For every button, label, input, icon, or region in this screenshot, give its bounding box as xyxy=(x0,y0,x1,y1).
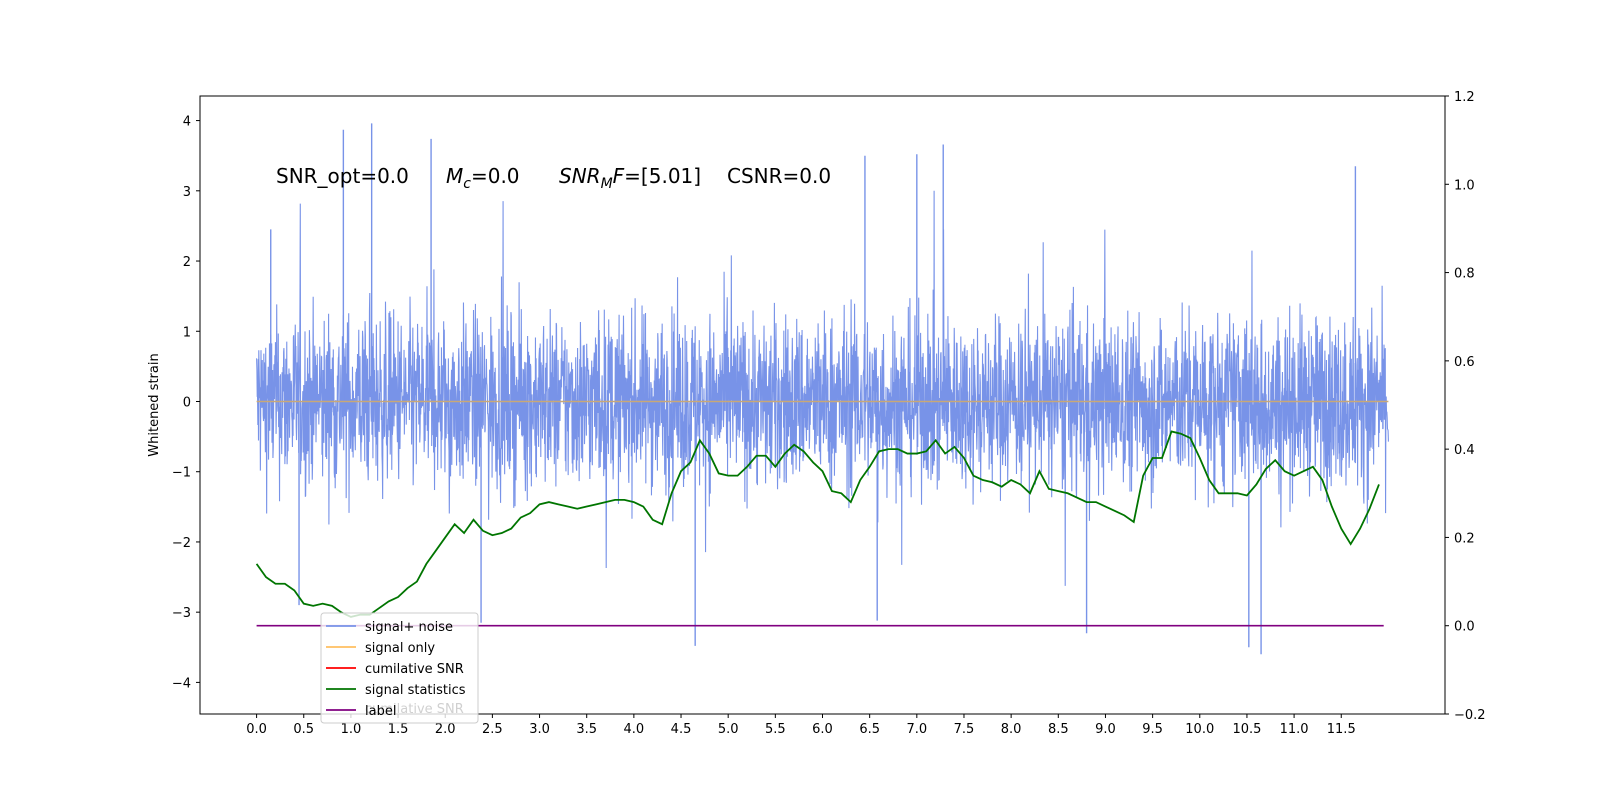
legend-label: cumilative SNR xyxy=(365,662,464,677)
annotation-csnr: CSNR=0.0 xyxy=(727,164,831,188)
x-tick-label: 4.5 xyxy=(671,722,692,737)
y-left-tick-label: 3 xyxy=(183,185,191,200)
x-tick-label: 5.5 xyxy=(765,722,786,737)
y-axis-right: −0.2 0.0 0.2 0.4 0.6 0.8 1.0 1.2 xyxy=(1445,90,1486,723)
legend-entries: signal+ noise signal only cumilative SNR si… xyxy=(326,620,466,719)
x-tick-label: 4.0 xyxy=(624,722,645,737)
y-left-tick-label: 2 xyxy=(183,255,191,270)
y-left-tick-label: −4 xyxy=(172,676,191,691)
x-tick-label: 9.5 xyxy=(1142,722,1163,737)
y-right-tick-label: 0.4 xyxy=(1454,443,1475,458)
y-left-tick-label: −2 xyxy=(172,536,191,551)
x-tick-label: 2.0 xyxy=(435,722,456,737)
y-left-tick-label: −3 xyxy=(172,606,191,621)
x-tick-label: 6.0 xyxy=(812,722,833,737)
x-tick-label: 9.0 xyxy=(1095,722,1116,737)
y-left-tick-label: 4 xyxy=(183,115,191,130)
x-tick-label: 1.5 xyxy=(388,722,409,737)
y-right-tick-label: 0.0 xyxy=(1454,620,1475,635)
x-tick-label: 8.0 xyxy=(1001,722,1022,737)
legend-label: signal only xyxy=(365,641,435,656)
x-tick-label: 5.0 xyxy=(718,722,739,737)
y-right-tick-label: −0.2 xyxy=(1454,708,1486,723)
annotation-snrmf-f: F xyxy=(613,164,625,188)
x-tick-label: 2.5 xyxy=(482,722,503,737)
x-tick-label: 11.5 xyxy=(1327,722,1356,737)
y-right-tick-label: 0.6 xyxy=(1454,355,1475,370)
x-tick-label: 10.5 xyxy=(1232,722,1261,737)
y-right-tick-label: 0.8 xyxy=(1454,267,1475,282)
y-axis-label: Whitened strain xyxy=(147,353,162,456)
signal-noise-series xyxy=(256,123,1389,655)
y-left-tick-label: 1 xyxy=(183,325,191,340)
signal-noise-line xyxy=(256,190,1389,586)
legend: cumilative SNR signal+ noise signal only c… xyxy=(320,612,479,724)
annotation-snrmf: SNRMF=[5.01] xyxy=(559,164,701,192)
plot-area xyxy=(255,123,1389,655)
x-tick-label: 1.0 xyxy=(341,722,362,737)
legend-label: label xyxy=(365,704,396,719)
annotation-mc-subscript: c xyxy=(463,176,471,192)
signal-statistics-line xyxy=(255,430,1380,618)
annotation-snr-opt: SNR_opt=0.0 xyxy=(276,164,409,188)
annotation-snrmf-value: =[5.01] xyxy=(624,164,701,188)
legend-label: signal+ noise xyxy=(365,620,453,635)
x-tick-label: 7.5 xyxy=(954,722,975,737)
legend-box xyxy=(320,612,479,724)
annotation-snrmf-symbol: SNR xyxy=(559,164,601,188)
annotation-mc-value: =0.0 xyxy=(471,164,520,188)
x-tick-label: 8.5 xyxy=(1048,722,1069,737)
x-tick-label: 0.5 xyxy=(293,722,314,737)
annotation-snrmf-subscript: M xyxy=(601,176,613,192)
legend-label: signal statistics xyxy=(365,683,466,698)
x-tick-label: 6.5 xyxy=(859,722,880,737)
x-axis: 0.0 0.5 1.0 1.5 2.0 2.5 3.0 3.5 4.0 4.5 5.0 5.5 6.0 6… xyxy=(246,714,1356,737)
x-tick-label: 7.0 xyxy=(906,722,927,737)
y-axis-left: −4 −3 −2 −1 0 1 2 3 4 xyxy=(172,115,200,691)
y-right-tick-label: 1.0 xyxy=(1454,178,1475,193)
annotation-mc: Mc=0.0 xyxy=(446,164,520,192)
y-left-tick-label: 0 xyxy=(183,395,191,410)
x-tick-label: 10.0 xyxy=(1185,722,1214,737)
y-right-tick-label: 0.2 xyxy=(1454,531,1475,546)
y-left-tick-label: −1 xyxy=(172,466,191,481)
y-right-tick-label: 1.2 xyxy=(1454,90,1475,105)
annotation-text: SNR_opt=0.0 Mc=0.0 SNRMF=[5.01] CSNR=0.0 xyxy=(276,164,831,192)
x-tick-label: 0.0 xyxy=(246,722,267,737)
x-tick-label: 3.5 xyxy=(576,722,597,737)
x-tick-label: 11.0 xyxy=(1280,722,1309,737)
legend-ghost-text: cumilative SNR xyxy=(365,702,464,717)
annotation-mc-symbol: M xyxy=(446,164,463,188)
x-tick-label: 3.0 xyxy=(529,722,550,737)
